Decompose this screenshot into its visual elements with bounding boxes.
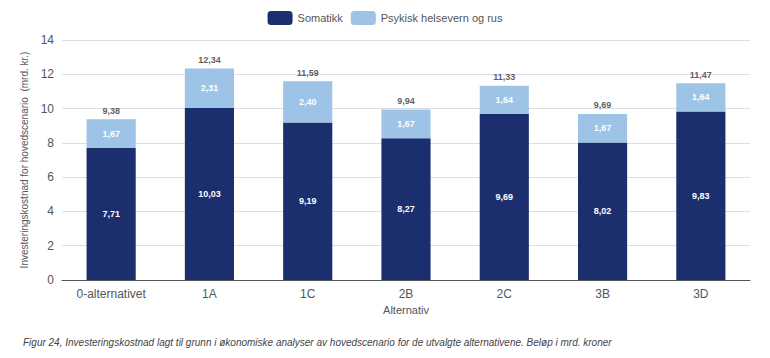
svg-text:2,31: 2,31 xyxy=(201,83,219,93)
svg-text:0-alternativet: 0-alternativet xyxy=(76,287,146,301)
svg-text:Psykisk helsevern og rus: Psykisk helsevern og rus xyxy=(381,12,503,24)
svg-text:9,83: 9,83 xyxy=(692,191,710,201)
svg-text:3D: 3D xyxy=(693,287,709,301)
svg-text:9,69: 9,69 xyxy=(594,100,612,110)
svg-text:1,67: 1,67 xyxy=(102,129,120,139)
svg-text:2C: 2C xyxy=(497,287,513,301)
svg-text:8: 8 xyxy=(47,136,54,150)
svg-text:11,33: 11,33 xyxy=(493,72,515,82)
svg-text:9,69: 9,69 xyxy=(496,192,514,202)
svg-text:7,71: 7,71 xyxy=(102,209,120,219)
svg-text:1,64: 1,64 xyxy=(496,95,514,105)
svg-text:10: 10 xyxy=(41,102,55,116)
svg-text:Somatikk: Somatikk xyxy=(298,12,344,24)
svg-text:11,59: 11,59 xyxy=(297,68,319,78)
svg-text:9,94: 9,94 xyxy=(397,96,415,106)
svg-text:2: 2 xyxy=(47,239,54,253)
svg-text:Figur 24, Investeringskostnad: Figur 24, Investeringskostnad lagt til g… xyxy=(23,337,612,348)
svg-text:2,40: 2,40 xyxy=(299,97,317,107)
svg-text:10,03: 10,03 xyxy=(198,189,221,199)
svg-text:2B: 2B xyxy=(399,287,414,301)
svg-text:1,67: 1,67 xyxy=(397,119,415,129)
svg-text:9,19: 9,19 xyxy=(299,196,317,206)
svg-text:Alternativ: Alternativ xyxy=(383,304,429,316)
svg-text:Investeringskostnad for hoveds: Investeringskostnad for hovedscenario (m… xyxy=(19,52,30,269)
svg-text:8,02: 8,02 xyxy=(594,206,612,216)
svg-text:12,34: 12,34 xyxy=(198,55,221,65)
svg-text:1,67: 1,67 xyxy=(594,123,612,133)
svg-text:9,38: 9,38 xyxy=(102,106,120,116)
svg-text:4: 4 xyxy=(47,204,54,218)
svg-text:14: 14 xyxy=(41,33,55,47)
svg-text:6: 6 xyxy=(47,170,54,184)
svg-text:8,27: 8,27 xyxy=(397,204,415,214)
svg-text:1C: 1C xyxy=(300,287,316,301)
svg-text:0: 0 xyxy=(47,273,54,287)
svg-text:11,47: 11,47 xyxy=(690,70,712,80)
svg-text:3B: 3B xyxy=(595,287,610,301)
svg-text:1A: 1A xyxy=(202,287,217,301)
svg-text:12: 12 xyxy=(41,67,55,81)
svg-text:1,64: 1,64 xyxy=(692,92,710,102)
